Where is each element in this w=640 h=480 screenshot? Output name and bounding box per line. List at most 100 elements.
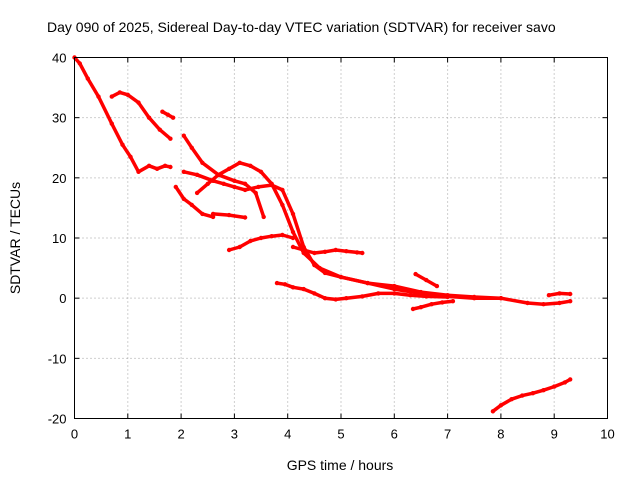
data-point	[408, 293, 413, 298]
data-point	[490, 409, 496, 414]
data-point	[290, 229, 296, 235]
data-point	[226, 166, 232, 171]
data-point	[125, 92, 130, 98]
x-tick-label: 9	[551, 427, 558, 442]
data-point	[552, 384, 557, 389]
x-tick-label: 4	[284, 427, 291, 442]
data-point	[333, 297, 338, 302]
data-point	[136, 169, 141, 174]
data-point	[280, 202, 285, 208]
x-tick-label: 1	[124, 427, 131, 442]
data-point	[146, 115, 152, 120]
data-point	[317, 265, 322, 271]
data-point	[509, 397, 514, 402]
data-point	[269, 234, 274, 239]
data-point	[541, 388, 546, 393]
x-tick-label: 0	[71, 427, 78, 442]
data-point	[162, 163, 168, 168]
data-point	[525, 300, 530, 306]
y-tick-label: 0	[59, 291, 66, 306]
data-point	[338, 274, 344, 280]
y-tick-label: -20	[48, 412, 67, 427]
data-point	[258, 169, 264, 174]
data-point	[168, 136, 173, 141]
series-layer	[72, 55, 573, 414]
tick-layer: 0 1 2 3 4 5 6 7 8 9 10 -20 -10 0 10 20 30 40	[48, 51, 615, 442]
data-point	[154, 166, 160, 171]
data-point	[434, 283, 440, 289]
data-point	[146, 163, 152, 168]
x-tick-label: 8	[497, 427, 504, 442]
data-point	[256, 184, 261, 190]
data-point	[344, 249, 349, 254]
data-point	[301, 247, 306, 253]
data-point	[237, 244, 242, 250]
data-point	[429, 302, 434, 307]
data-point	[290, 235, 296, 241]
x-tick-label: 10	[600, 427, 614, 442]
data-point	[424, 294, 429, 299]
data-point	[562, 380, 568, 385]
data-point	[269, 181, 274, 186]
data-point	[253, 190, 258, 196]
y-tick-label: 40	[52, 51, 66, 66]
y-tick-label: 20	[52, 171, 66, 186]
data-point	[280, 187, 285, 193]
data-point	[200, 160, 205, 165]
data-point	[109, 121, 115, 126]
data-point	[274, 280, 280, 286]
data-point	[165, 112, 170, 117]
data-point	[189, 202, 194, 208]
data-point	[418, 305, 424, 310]
data-point	[530, 391, 536, 396]
data-point	[322, 296, 328, 301]
data-point	[322, 249, 328, 254]
series-line-s2	[110, 90, 173, 141]
data-point	[440, 300, 445, 305]
data-point	[261, 214, 266, 220]
data-point	[280, 232, 285, 238]
data-point	[568, 299, 573, 304]
data-point	[96, 94, 101, 99]
data-point	[85, 76, 91, 81]
data-point	[568, 291, 573, 297]
data-point	[216, 172, 221, 177]
x-tick-label: 2	[177, 427, 184, 442]
data-point	[194, 190, 200, 196]
data-point	[221, 181, 226, 186]
data-point	[354, 250, 360, 255]
x-tick-label: 3	[231, 427, 238, 442]
data-point	[242, 187, 248, 193]
data-point	[210, 211, 216, 217]
data-point	[498, 403, 504, 408]
data-point	[232, 184, 237, 190]
data-point	[290, 211, 296, 217]
data-point	[242, 215, 248, 220]
data-point	[333, 247, 338, 253]
data-point	[365, 280, 370, 286]
chart-title: Day 090 of 2025, Sidereal Day-to-day VTE…	[47, 19, 556, 35]
x-axis-label: GPS time / hours	[287, 457, 394, 473]
data-point	[200, 211, 205, 217]
series-line-s15	[491, 377, 572, 414]
data-point	[376, 291, 381, 296]
y-tick-label: -10	[48, 351, 67, 366]
grid-layer	[74, 57, 608, 419]
data-point	[136, 100, 141, 105]
data-point	[168, 164, 173, 170]
data-point	[557, 300, 562, 306]
data-point	[312, 291, 317, 296]
data-point	[360, 294, 365, 299]
data-point	[413, 271, 418, 277]
data-point	[248, 238, 253, 244]
data-point	[392, 283, 397, 289]
data-point	[181, 196, 186, 202]
data-point	[360, 250, 365, 256]
data-point	[568, 377, 573, 382]
data-point	[541, 302, 546, 307]
data-point	[109, 94, 115, 99]
y-tick-label: 30	[52, 111, 66, 126]
data-point	[232, 178, 237, 183]
data-point	[424, 277, 429, 283]
